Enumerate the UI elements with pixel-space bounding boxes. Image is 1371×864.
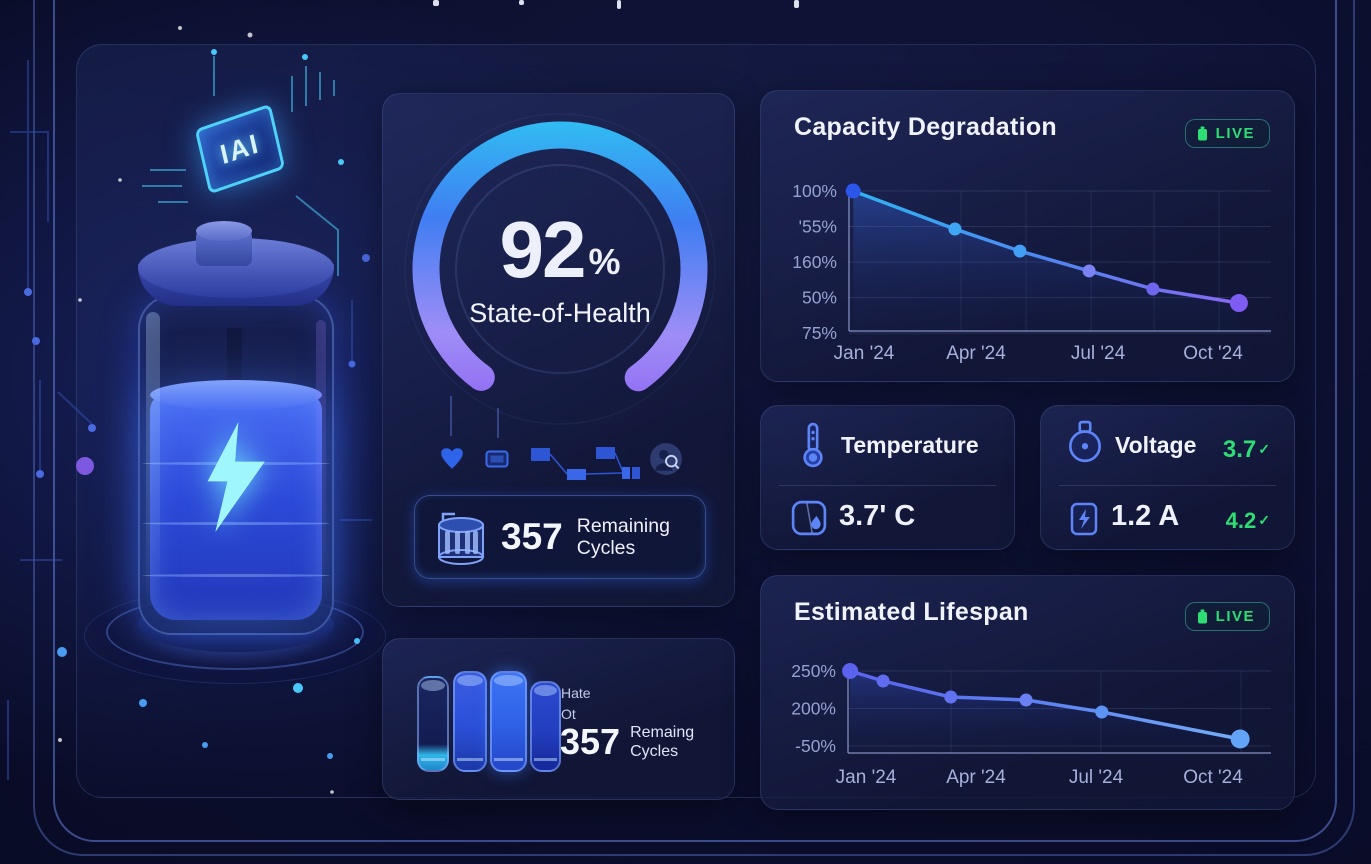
live-label: LIVE xyxy=(1215,125,1255,142)
person-search-icon xyxy=(650,443,682,475)
cells-note-line1: Hate xyxy=(561,685,591,701)
battery-cell-bar xyxy=(530,681,561,772)
battery-cell-bar xyxy=(453,671,487,772)
live-badge[interactable]: LIVE xyxy=(1184,119,1270,148)
voltage-card: Voltage 3.7 ✓ 1.2 A 4.2 ✓ xyxy=(1040,405,1295,550)
estimated-lifespan-card: Estimated Lifespan LIVE 250% 200% -50% Jan … xyxy=(760,575,1295,810)
svg-text:250%: 250% xyxy=(791,661,836,681)
svg-text:Jan '24: Jan '24 xyxy=(834,343,895,364)
svg-text:Jul '24: Jul '24 xyxy=(1069,767,1124,788)
cropped-title-fragment xyxy=(794,0,799,8)
cells-unit-line2: Cycles xyxy=(630,743,679,760)
connector-line xyxy=(497,408,499,438)
cells-note: Hate Ot xyxy=(561,683,591,725)
svg-text:'55%: '55% xyxy=(799,217,837,237)
voltage-primary-value: 3.7 xyxy=(1222,436,1257,463)
svg-text:160%: 160% xyxy=(792,252,837,272)
battery-ring-line xyxy=(142,574,330,577)
monitor-icon xyxy=(485,450,509,468)
soh-gauge xyxy=(404,113,716,425)
cropped-title-fragment xyxy=(519,0,524,5)
svg-text:Apr '24: Apr '24 xyxy=(946,343,1006,364)
battery-ring-line xyxy=(142,522,330,525)
svg-text:Apr '24: Apr '24 xyxy=(946,767,1006,788)
state-of-health-card: 92 % State-of-Health xyxy=(382,93,735,607)
remaining-cycles-line2: Cycles xyxy=(576,537,636,559)
battery-cell-bar xyxy=(490,671,527,772)
thermometer-icon xyxy=(803,422,823,468)
check-icon: ✓ xyxy=(1258,512,1270,528)
ai-chip-label: IAI xyxy=(217,127,263,170)
remaining-cycles-label: Remaining Cycles xyxy=(577,515,670,560)
svg-text:50%: 50% xyxy=(802,288,837,308)
charger-plug-icon xyxy=(1069,420,1101,463)
cells-unit-line1: Remaing xyxy=(630,723,695,741)
live-badge[interactable]: LIVE xyxy=(1184,602,1270,631)
voltage-secondary-value: 4.2 xyxy=(1225,508,1257,533)
soh-value: 92 xyxy=(499,204,587,294)
current-green-value: 4.2 ✓ xyxy=(1226,508,1270,534)
temperature-card: Temperature 3.7' C xyxy=(760,405,1015,550)
connector-line xyxy=(450,396,452,436)
status-icons-row xyxy=(383,396,736,482)
remaining-cycles-value: 357 xyxy=(501,516,563,557)
current-value: 1.2 A xyxy=(1111,500,1180,532)
live-label: LIVE xyxy=(1215,608,1255,625)
battery-terminal-top xyxy=(196,221,252,241)
battery-cell-bar xyxy=(417,676,449,772)
cells-note-line2: Ot xyxy=(561,706,576,722)
battery-current-icon xyxy=(1070,502,1098,536)
coolant-box-icon xyxy=(791,500,827,536)
temperature-value: 3.7' C xyxy=(839,500,916,532)
svg-text:Oct '24: Oct '24 xyxy=(1183,343,1243,364)
battery-live-icon xyxy=(1197,609,1207,624)
battery-fluid-surface xyxy=(150,380,322,410)
lifespan-chart: 250% 200% -50%Jan '24 Apr '24 Jul '24 Oct '24 xyxy=(791,661,1271,788)
svg-text:100%: 100% xyxy=(792,181,837,201)
soh-unit: % xyxy=(588,240,621,282)
svg-text:75%: 75% xyxy=(802,323,837,343)
glass-highlight xyxy=(316,320,326,600)
capacity-card-title: Capacity Degradation xyxy=(794,113,1058,141)
remaining-cycles-line1: Remaining xyxy=(576,514,670,537)
lightning-bolt-icon xyxy=(207,422,265,532)
battery-live-icon xyxy=(1197,126,1207,141)
lifespan-card-title: Estimated Lifespan xyxy=(794,598,1029,626)
voltage-green-value: 3.7 ✓ xyxy=(1223,436,1270,464)
cropped-title-fragment xyxy=(617,0,621,9)
check-icon: ✓ xyxy=(1258,441,1270,457)
flow-diagram-icon xyxy=(531,447,640,480)
voltage-title: Voltage xyxy=(1115,432,1197,458)
svg-text:-50%: -50% xyxy=(795,736,836,756)
capacity-degradation-card: Capacity Degradation LIVE 100% '55% 160% 50… xyxy=(760,90,1295,382)
svg-text:Oct '24: Oct '24 xyxy=(1183,767,1243,788)
svg-text:200%: 200% xyxy=(791,699,836,719)
remaining-cycles-box: 357 Remaining Cycles xyxy=(414,495,706,579)
capacity-chart: 100% '55% 160% 50% 75%Jan '24 Apr '24 Jul '24 O… xyxy=(792,181,1271,364)
svg-text:Jan '24: Jan '24 xyxy=(836,767,897,788)
cells-card: Hate Ot 357 Remaing Cycles xyxy=(382,638,735,800)
glass-highlight xyxy=(146,312,160,608)
divider xyxy=(1059,485,1276,486)
soh-label: State-of-Health xyxy=(469,297,651,328)
divider xyxy=(779,485,996,486)
heart-icon xyxy=(441,448,463,469)
cells-cycles-value: 357 xyxy=(560,721,621,762)
cells-cycles-label: Remaing Cycles xyxy=(630,723,694,761)
soh-readout: 92 % State-of-Health xyxy=(395,104,725,434)
cropped-title-fragment xyxy=(433,0,439,6)
svg-text:Jul '24: Jul '24 xyxy=(1071,343,1126,364)
cell-drum-icon xyxy=(438,512,484,565)
temperature-title: Temperature xyxy=(841,432,979,458)
